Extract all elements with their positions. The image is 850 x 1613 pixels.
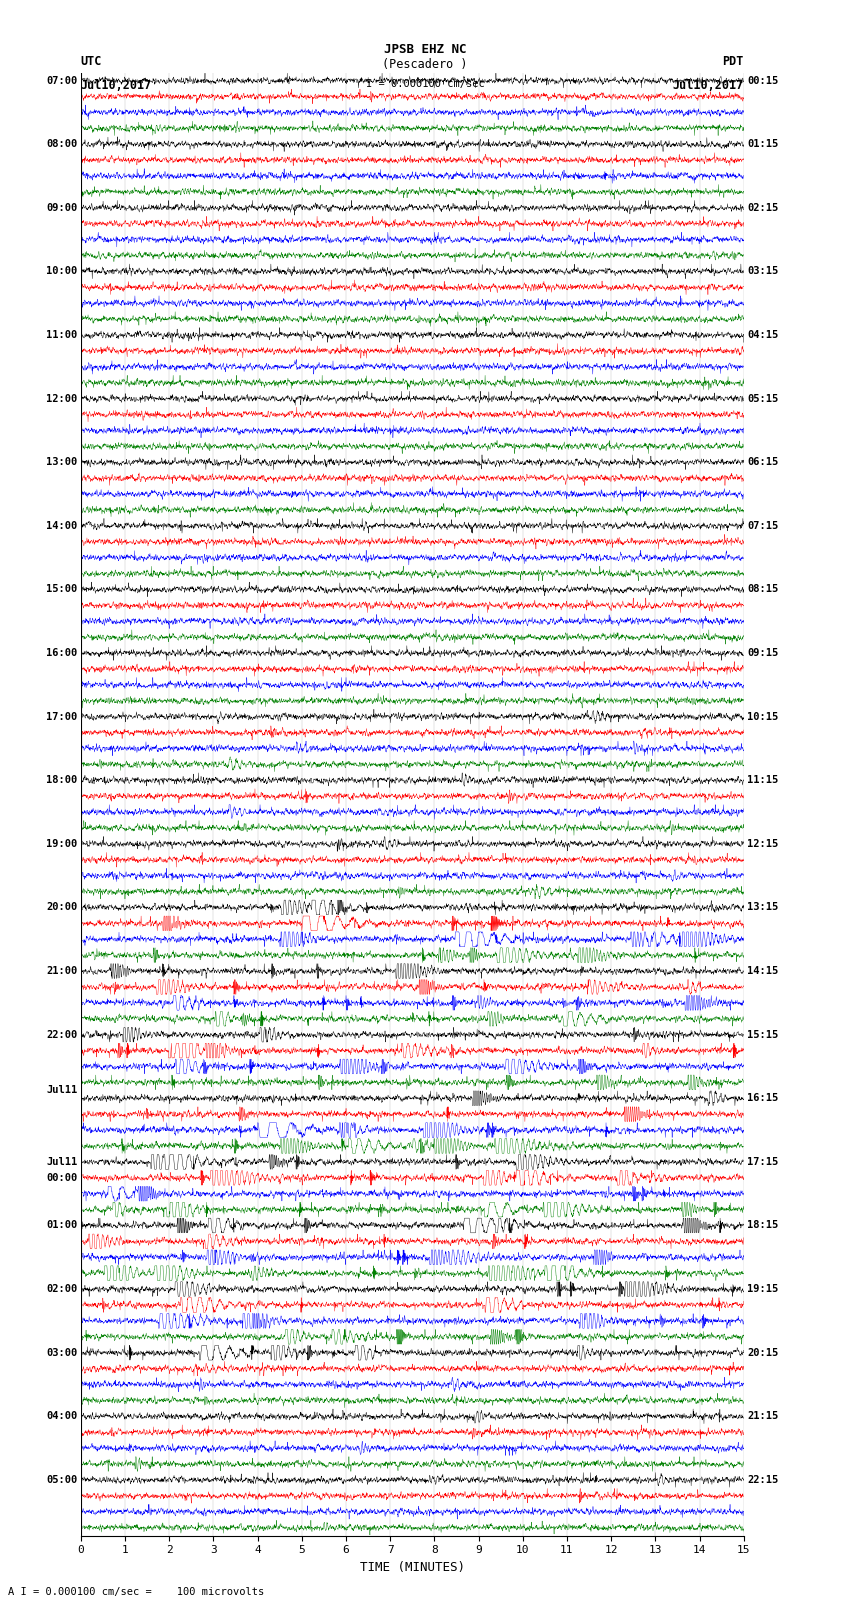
- Text: 03:00: 03:00: [46, 1348, 77, 1358]
- Text: 00:00: 00:00: [46, 1173, 77, 1182]
- Text: 01:00: 01:00: [46, 1221, 77, 1231]
- Text: 17:00: 17:00: [46, 711, 77, 721]
- Text: 07:00: 07:00: [46, 76, 77, 85]
- Text: Jul10,2017: Jul10,2017: [81, 79, 152, 92]
- Text: 07:15: 07:15: [747, 521, 779, 531]
- Text: 10:15: 10:15: [747, 711, 779, 721]
- Text: 21:15: 21:15: [747, 1411, 779, 1421]
- Text: UTC: UTC: [81, 55, 102, 68]
- Text: 00:15: 00:15: [747, 76, 779, 85]
- Text: 01:15: 01:15: [747, 139, 779, 148]
- Text: 11:00: 11:00: [46, 331, 77, 340]
- Text: 13:00: 13:00: [46, 456, 77, 468]
- Text: 19:15: 19:15: [747, 1284, 779, 1294]
- Text: 05:00: 05:00: [46, 1474, 77, 1486]
- Text: 04:00: 04:00: [46, 1411, 77, 1421]
- Text: 16:15: 16:15: [747, 1094, 779, 1103]
- Text: 02:00: 02:00: [46, 1284, 77, 1294]
- Text: 22:00: 22:00: [46, 1029, 77, 1040]
- Text: 12:00: 12:00: [46, 394, 77, 403]
- Text: 11:15: 11:15: [747, 776, 779, 786]
- Text: 15:00: 15:00: [46, 584, 77, 595]
- Text: 15:15: 15:15: [747, 1029, 779, 1040]
- Text: (Pescadero ): (Pescadero ): [382, 58, 468, 71]
- Text: 14:15: 14:15: [747, 966, 779, 976]
- Text: PDT: PDT: [722, 55, 744, 68]
- Text: JPSB EHZ NC: JPSB EHZ NC: [383, 44, 467, 56]
- Text: A I = 0.000100 cm/sec =    100 microvolts: A I = 0.000100 cm/sec = 100 microvolts: [8, 1587, 264, 1597]
- Text: I = 0.000100 cm/sec: I = 0.000100 cm/sec: [366, 79, 484, 89]
- Text: Jul10,2017: Jul10,2017: [672, 79, 744, 92]
- Text: 08:15: 08:15: [747, 584, 779, 595]
- Text: 17:15: 17:15: [747, 1157, 779, 1166]
- Text: Jul11: Jul11: [46, 1086, 77, 1095]
- Text: 09:15: 09:15: [747, 648, 779, 658]
- X-axis label: TIME (MINUTES): TIME (MINUTES): [360, 1561, 465, 1574]
- Text: 09:00: 09:00: [46, 203, 77, 213]
- Text: 18:15: 18:15: [747, 1221, 779, 1231]
- Text: 10:00: 10:00: [46, 266, 77, 276]
- Text: 20:15: 20:15: [747, 1348, 779, 1358]
- Text: 21:00: 21:00: [46, 966, 77, 976]
- Text: 13:15: 13:15: [747, 902, 779, 913]
- Text: 08:00: 08:00: [46, 139, 77, 148]
- Text: Jul11: Jul11: [46, 1157, 77, 1166]
- Text: 03:15: 03:15: [747, 266, 779, 276]
- Text: 05:15: 05:15: [747, 394, 779, 403]
- Text: 14:00: 14:00: [46, 521, 77, 531]
- Text: 02:15: 02:15: [747, 203, 779, 213]
- Text: 06:15: 06:15: [747, 456, 779, 468]
- Text: 04:15: 04:15: [747, 331, 779, 340]
- Text: 12:15: 12:15: [747, 839, 779, 848]
- Text: 16:00: 16:00: [46, 648, 77, 658]
- Text: 22:15: 22:15: [747, 1474, 779, 1486]
- Text: 19:00: 19:00: [46, 839, 77, 848]
- Text: 20:00: 20:00: [46, 902, 77, 913]
- Text: 18:00: 18:00: [46, 776, 77, 786]
